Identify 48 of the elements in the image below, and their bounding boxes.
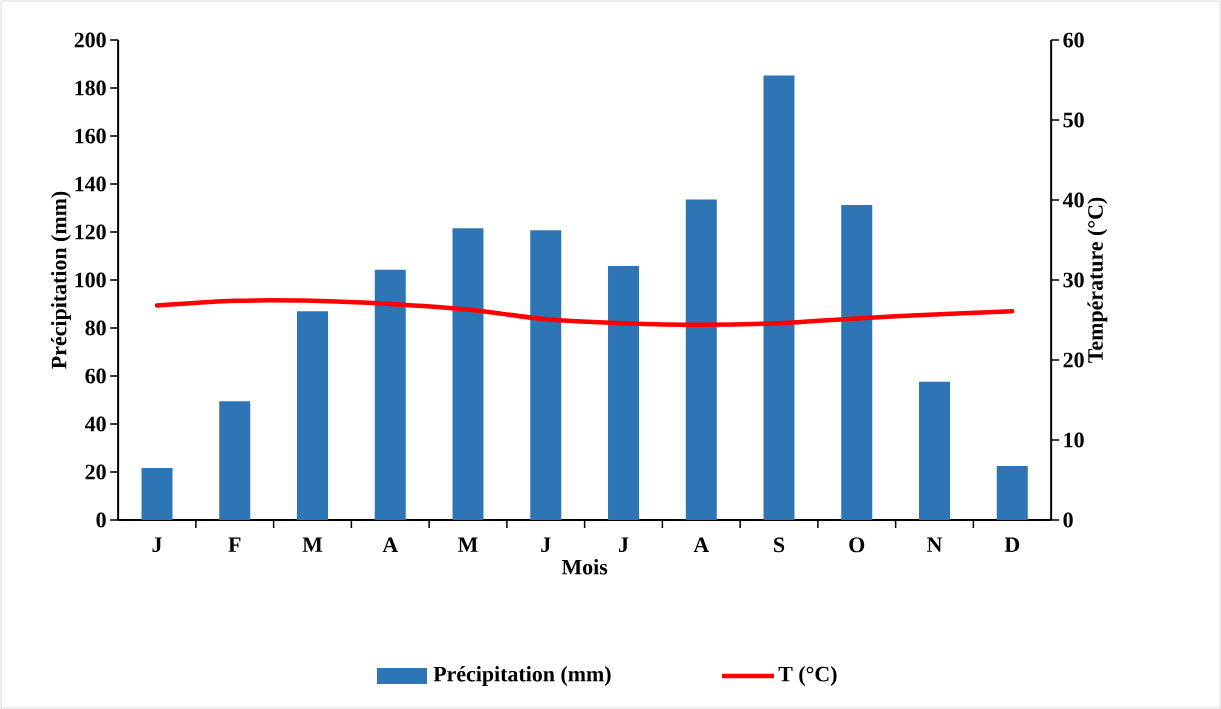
y-tick-label: 40 [84,416,106,432]
y2-tick-label: 30 [1063,272,1084,288]
y-tick-label: 200 [74,32,106,48]
y-tick-label: 140 [75,176,106,192]
y2-tick-label: 50 [1063,112,1084,128]
bar [297,311,328,520]
y-axis-title: Précipitation (mm) [50,191,71,369]
bar [841,204,873,520]
bar [219,401,251,520]
y2-tick-label: 0 [1063,512,1073,528]
x-tick-label: A [693,537,710,552]
legend-label: T (°C) [778,666,837,686]
x-tick-label: A [382,537,399,552]
y-tick-label: 20 [85,464,106,480]
y2-tick-label: 20 [1063,352,1084,368]
y2-tick-label: 10 [1064,432,1084,448]
x-tick-label: J [541,537,551,553]
x-tick-label: M [458,537,478,552]
bar [919,381,951,520]
y-tick-label: 0 [96,512,106,528]
y-tick-label: 60 [85,368,106,384]
bar [530,230,562,520]
bar [608,266,640,520]
line-series [154,298,1015,328]
bar [374,269,406,520]
x-tick-label: O [849,537,865,553]
x-tick-label: M [302,537,323,552]
x-tick-label: J [152,537,162,553]
y2-tick-label: 40 [1062,192,1084,208]
bar [452,228,484,520]
bar [996,466,1028,520]
x-tick-label: F [228,537,241,552]
bar [763,75,795,520]
y2-tick-label: 60 [1063,32,1084,48]
y2-axis-title: Température (°C) [1087,197,1108,363]
x-tick-label: S [774,537,785,553]
x-tick-label: N [927,537,943,552]
legend-label: Précipitation (mm) [433,666,611,686]
y-tick-label: 180 [75,80,106,96]
x-tick-label: D [1004,537,1020,552]
x-tick-label: J [619,537,629,553]
bar [141,467,173,520]
bar [685,199,717,520]
y-tick-label: 120 [75,224,106,240]
y-tick-label: 80 [85,320,106,336]
y-tick-label: 100 [75,272,106,288]
x-axis-title: Mois [561,559,608,575]
y-tick-label: 160 [75,128,106,144]
